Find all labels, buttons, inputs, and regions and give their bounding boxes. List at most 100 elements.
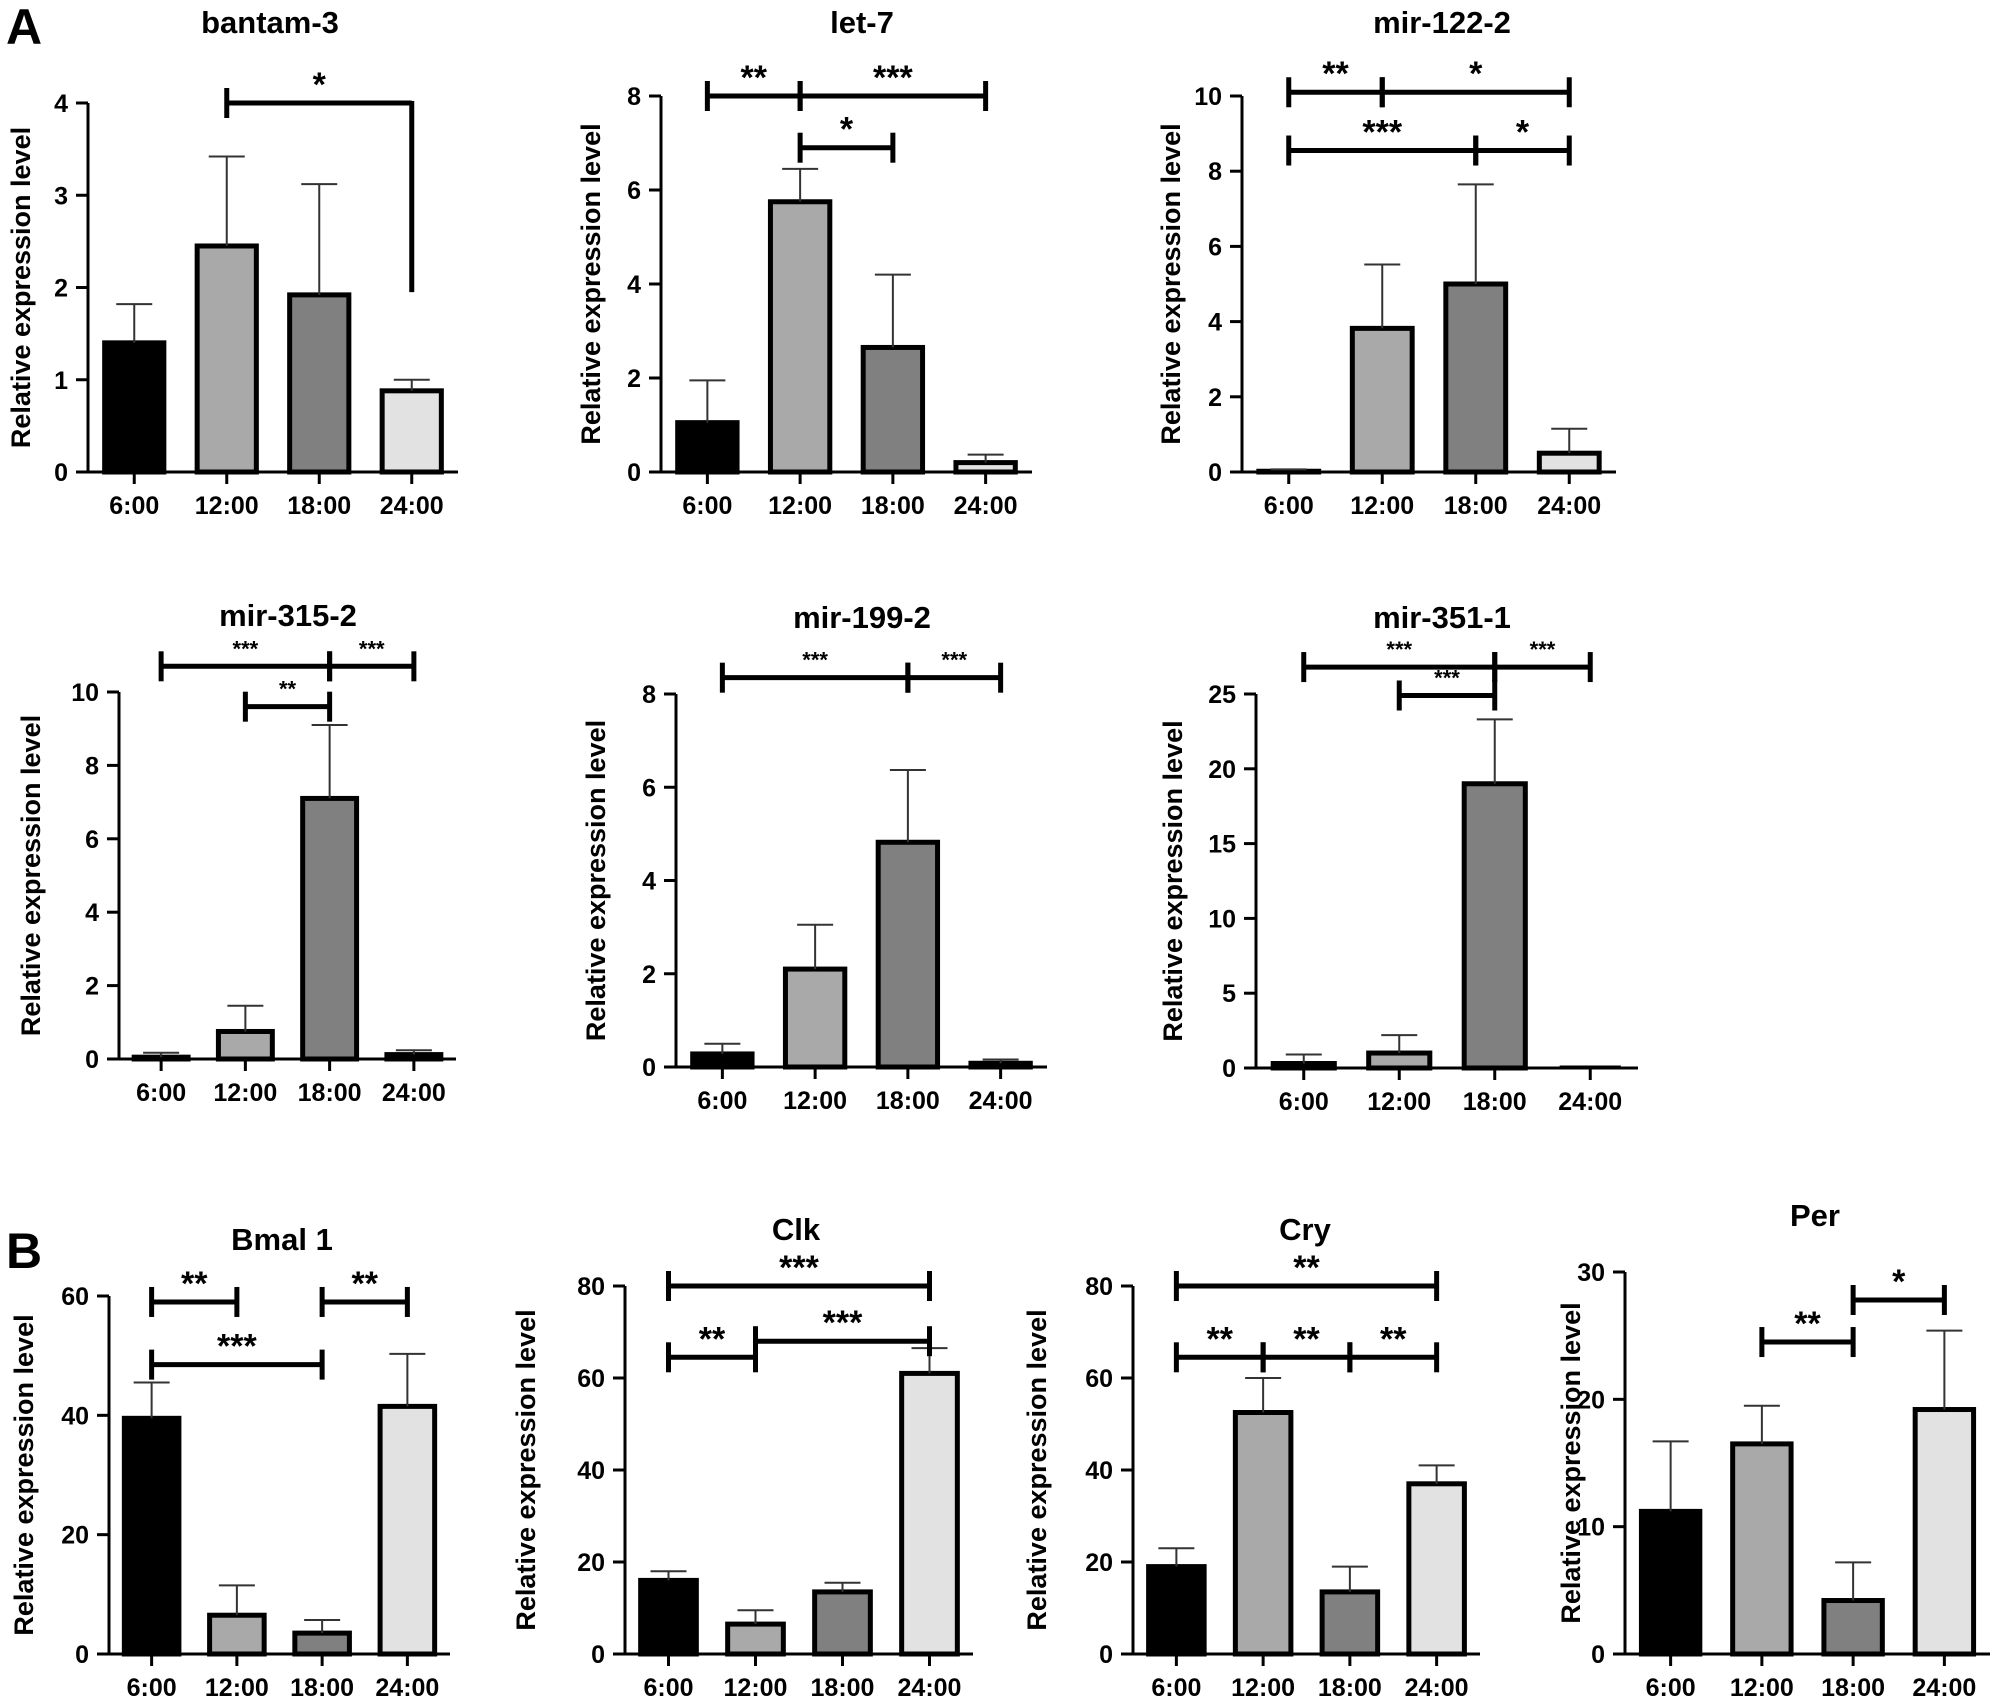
y-tick-label: 80: [577, 1273, 605, 1301]
chart-mir-351-1: mir-351-1 Relative expression level 0 5 10 15…: [1158, 600, 1638, 1116]
y-tick-label: 4: [85, 899, 99, 927]
y-tick-label: 2: [642, 961, 656, 989]
y-tick-label: 60: [577, 1365, 605, 1393]
x-tick-label: 6:00: [136, 1079, 186, 1107]
panel-label-b: B: [6, 1223, 42, 1279]
significance-label: **: [741, 59, 768, 97]
y-tick-label: 2: [54, 275, 68, 303]
panel-label-a: A: [6, 0, 42, 55]
x-tick-label: 24:00: [1537, 492, 1601, 520]
y-tick-label: 2: [85, 973, 99, 1001]
y-tick-label: 20: [61, 1522, 89, 1550]
x-tick-label: 12:00: [783, 1087, 847, 1115]
x-tick-label: 18:00: [1318, 1674, 1382, 1702]
significance-bracket: ***: [158, 636, 333, 682]
x-tick-label: 24:00: [1558, 1088, 1622, 1116]
chart-title: Per: [1790, 1198, 1840, 1233]
bar: [1349, 325, 1415, 475]
significance-bracket: ***: [1286, 114, 1479, 166]
x-tick-label: 18:00: [298, 1079, 362, 1107]
y-tick-label: 0: [75, 1641, 89, 1669]
significance-bracket: ***: [1301, 637, 1498, 683]
y-tick-label: 0: [54, 459, 68, 487]
chart-mir-315-2: mir-315-2 Relative expression level 0 2 4 6 8 1…: [16, 598, 456, 1107]
significance-bracket: ***: [905, 648, 1004, 693]
chart-title: Cry: [1279, 1212, 1331, 1247]
x-tick-label: 6:00: [1279, 1088, 1329, 1116]
significance-bracket: ***: [753, 1304, 932, 1357]
x-tick-label: 24:00: [1405, 1674, 1469, 1702]
significance-label: ***: [359, 636, 385, 661]
significance-bracket: **: [149, 1265, 240, 1317]
significance-label: *: [1469, 55, 1483, 93]
y-tick-label: 4: [642, 868, 656, 896]
significance-label: **: [1207, 1320, 1234, 1358]
bar: [812, 1589, 873, 1657]
chart-bantam-3: bantam-3 Relative expression level 0 1 2 3 4 6:…: [6, 5, 458, 520]
x-tick-label: 24:00: [969, 1087, 1033, 1115]
y-tick-label: 6: [627, 177, 641, 205]
y-tick-label: 20: [577, 1549, 605, 1577]
significance-bracket: **: [1286, 55, 1385, 108]
x-tick-label: 6:00: [697, 1087, 747, 1115]
x-tick-label: 12:00: [195, 492, 259, 520]
significance-label: **: [279, 677, 297, 702]
significance-label: **: [1380, 1320, 1407, 1358]
y-tick-label: 6: [85, 826, 99, 854]
bar: [1536, 450, 1602, 475]
y-tick-label: 8: [1208, 158, 1222, 186]
x-tick-label: 12:00: [1367, 1088, 1431, 1116]
x-tick-label: 6:00: [109, 492, 159, 520]
x-tick-label: 12:00: [1350, 492, 1414, 520]
bar: [675, 420, 740, 475]
chart-bmal-1: Bmal 1 Relative expression level 0 20 40 60 6:…: [9, 1222, 450, 1702]
bar: [292, 1630, 352, 1657]
chart-title: mir-199-2: [793, 600, 931, 635]
significance-bracket: **: [704, 59, 803, 111]
x-tick-label: 24:00: [1912, 1674, 1976, 1702]
x-tick-label: 12:00: [768, 492, 832, 520]
y-tick-label: 1: [54, 367, 68, 395]
bar: [1638, 1508, 1703, 1657]
chart-title: mir-351-1: [1373, 600, 1511, 635]
significance-bracket: *: [224, 66, 415, 293]
bar: [300, 795, 360, 1062]
bar: [1406, 1481, 1467, 1657]
bar: [1146, 1564, 1207, 1657]
y-tick-label: 0: [627, 459, 641, 487]
significance-label: ***: [823, 1304, 863, 1342]
significance-label: **: [1322, 55, 1349, 93]
bar: [377, 1403, 438, 1657]
x-tick-label: 18:00: [1463, 1088, 1527, 1116]
bar: [782, 966, 848, 1070]
x-tick-label: 6:00: [682, 492, 732, 520]
y-tick-label: 40: [61, 1402, 89, 1430]
y-axis-label: Relative expression level: [9, 1314, 39, 1635]
x-tick-label: 18:00: [1821, 1674, 1885, 1702]
bar: [1319, 1589, 1381, 1657]
bar: [875, 839, 941, 1070]
significance-label: ***: [233, 636, 259, 661]
significance-label: *: [1516, 114, 1530, 152]
bar: [1443, 281, 1509, 475]
significance-label: **: [352, 1265, 379, 1303]
significance-label: ***: [1386, 637, 1412, 662]
bar: [1730, 1441, 1794, 1657]
x-tick-label: 12:00: [724, 1674, 788, 1702]
bar: [899, 1370, 960, 1657]
significance-label: ***: [217, 1328, 257, 1366]
x-tick-label: 24:00: [375, 1674, 439, 1702]
bar: [1912, 1407, 1977, 1657]
y-axis-label: Relative expression level: [581, 720, 611, 1041]
y-axis-label: Relative expression level: [1156, 123, 1186, 444]
chart-cry: Cry Relative expression level 0 20 40 60 80 6:0…: [1022, 1212, 1480, 1702]
x-tick-label: 6:00: [1264, 492, 1314, 520]
x-tick-label: 18:00: [290, 1674, 354, 1702]
significance-bracket: ***: [719, 648, 911, 693]
y-tick-label: 0: [1208, 459, 1222, 487]
bar: [379, 388, 444, 475]
significance-bracket: **: [242, 677, 333, 722]
bar: [207, 1612, 267, 1657]
significance-bracket: **: [1173, 1320, 1266, 1373]
